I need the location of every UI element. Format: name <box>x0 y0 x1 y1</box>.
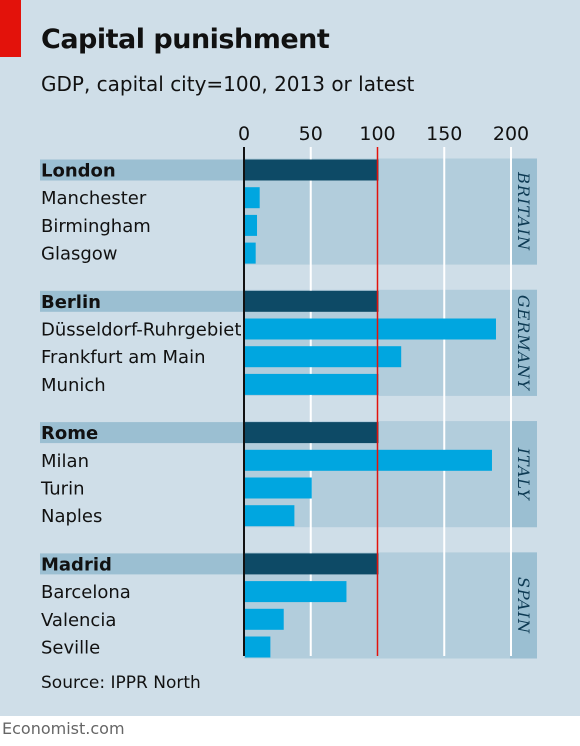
footer-credit: Economist.com <box>2 719 125 738</box>
capital-city-label: Berlin <box>41 292 101 313</box>
bar-chart: London Manchester Birmingham Glasgow BRITAIN… <box>40 123 537 659</box>
city-bar <box>245 318 496 340</box>
x-tick-label: 200 <box>493 123 529 145</box>
city-bar <box>245 608 284 630</box>
city-label: Manchester <box>41 188 147 209</box>
city-bar <box>245 346 402 368</box>
city-bar <box>245 449 492 471</box>
x-tick-label: 100 <box>359 123 395 145</box>
city-label: Düsseldorf-Ruhrgebiet <box>41 320 241 341</box>
source-note: Source: IPPR North <box>41 673 201 693</box>
group-side-band <box>510 158 537 265</box>
city-label: Frankfurt am Main <box>41 347 206 368</box>
city-label: Glasgow <box>41 244 118 265</box>
capital-bar <box>245 422 379 444</box>
x-tick-label: 150 <box>426 123 462 145</box>
city-bar <box>245 214 258 236</box>
group-side-band <box>510 289 537 396</box>
city-bar <box>245 373 379 395</box>
capital-city-label: Rome <box>41 423 98 444</box>
city-bar <box>245 187 260 209</box>
city-label: Naples <box>41 506 102 527</box>
group-side-band <box>510 552 537 659</box>
city-bar <box>245 581 347 603</box>
capital-row-band <box>40 553 244 575</box>
city-label: Seville <box>41 638 100 659</box>
capital-row-band <box>40 159 244 181</box>
x-tick-label: 0 <box>238 123 250 145</box>
city-label: Valencia <box>41 610 116 631</box>
city-bar <box>245 477 312 499</box>
capital-row-band <box>40 290 244 312</box>
country-label: SPAIN <box>514 577 533 634</box>
chart-subtitle: GDP, capital city=100, 2013 or latest <box>41 72 415 96</box>
city-bar <box>245 505 295 527</box>
city-label: Munich <box>41 375 106 396</box>
city-bar <box>245 636 271 658</box>
city-bar <box>245 242 256 264</box>
city-label: Birmingham <box>41 216 151 237</box>
country-label: BRITAIN <box>514 171 533 251</box>
capital-bar <box>245 159 379 181</box>
brand-tag <box>0 0 21 57</box>
city-label: Turin <box>40 479 84 500</box>
capital-city-label: Madrid <box>41 554 112 575</box>
capital-city-label: London <box>41 161 116 182</box>
group-side-band <box>510 421 537 528</box>
country-label: GERMANY <box>514 295 533 391</box>
x-tick-label: 50 <box>299 123 323 145</box>
chart-title: Capital punishment <box>41 24 330 55</box>
country-label: ITALY <box>514 447 533 501</box>
city-label: Barcelona <box>41 582 131 603</box>
capital-row-band <box>40 422 244 444</box>
capital-bar <box>245 290 379 312</box>
capital-bar <box>245 553 379 575</box>
city-label: Milan <box>41 451 89 472</box>
